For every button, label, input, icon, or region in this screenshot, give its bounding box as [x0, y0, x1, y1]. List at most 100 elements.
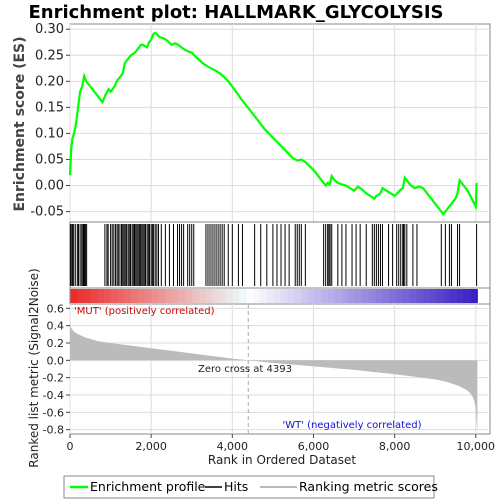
- es-panel-frame: [69, 23, 491, 223]
- negative-annotation: 'WT' (negatively correlated): [282, 420, 421, 431]
- color-band-segment: [348, 289, 356, 303]
- legend: Enrichment profile Hits Ranking metric s…: [63, 475, 438, 499]
- color-band-segment: [232, 289, 241, 303]
- color-band-segment: [314, 289, 322, 303]
- color-band-segment: [423, 289, 431, 303]
- color-band-segment: [287, 289, 295, 303]
- metric-y-tick-label: 0.2: [47, 337, 65, 350]
- color-band-segment: [192, 289, 200, 303]
- color-band-segment: [361, 289, 370, 303]
- color-band-segment: [199, 289, 207, 303]
- color-band-segment: [239, 289, 248, 303]
- es-gridlines: [69, 24, 490, 222]
- color-band-segment: [334, 289, 343, 303]
- x-tick-label: 2,000: [135, 440, 167, 453]
- x-tick-label: 4,000: [217, 440, 249, 453]
- color-band-segment: [273, 289, 282, 303]
- hit-lines: [69, 224, 478, 286]
- color-band-segment: [328, 289, 336, 303]
- legend-hits-label: Hits: [224, 479, 248, 494]
- color-band-segment: [300, 289, 309, 303]
- color-band-segment: [266, 289, 275, 303]
- color-band-segment: [219, 289, 227, 303]
- color-band-segment: [389, 289, 397, 303]
- color-band-segment: [185, 289, 193, 303]
- color-band-segment: [83, 289, 91, 303]
- color-band-segment: [443, 289, 451, 303]
- color-band-segment: [246, 289, 254, 303]
- es-profile-line: [68, 31, 478, 216]
- color-band-segment: [382, 289, 390, 303]
- es-y-ticks: 0.30 0.25 0.20 0.15 0.10 0.05 0.00 -0.05: [30, 22, 70, 220]
- color-band-segment: [171, 289, 180, 303]
- metric-y-tick-label: 0.0: [47, 354, 65, 367]
- metric-y-ticks: 0.6 0.4 0.2 0.0 -0.2 -0.4 -0.6 -0.8: [43, 302, 70, 437]
- color-band-segment: [144, 289, 152, 303]
- color-band-segment: [368, 289, 377, 303]
- metric-y-tick-label: 0.4: [47, 320, 65, 333]
- color-band-segment: [307, 289, 315, 303]
- color-band-segment: [226, 289, 234, 303]
- es-y-tick-label: 0.15: [35, 100, 64, 115]
- rank-color-band: [70, 289, 478, 303]
- color-band-segment: [402, 289, 411, 303]
- es-y-tick-label: 0.25: [35, 48, 64, 63]
- color-band-segment: [463, 289, 472, 303]
- metric-x-ticks: 0 2,000 4,000 6,000 8,000 10,000: [67, 434, 496, 453]
- color-band-segment: [131, 289, 139, 303]
- color-band-segment: [355, 289, 363, 303]
- color-band-segment: [117, 289, 125, 303]
- x-tick-label: 0: [67, 440, 74, 453]
- metric-y-tick-label: -0.2: [43, 372, 64, 385]
- color-band-segment: [158, 289, 166, 303]
- color-band-segment: [321, 289, 329, 303]
- color-band-segment: [260, 289, 268, 303]
- color-band-segment: [280, 289, 288, 303]
- color-band-segment: [429, 289, 438, 303]
- hits-panel: [69, 221, 491, 289]
- color-band-segment: [76, 289, 85, 303]
- color-band-segment: [341, 289, 349, 303]
- color-band-segment: [178, 289, 186, 303]
- color-band-segment: [97, 289, 105, 303]
- es-y-tick-label: 0.20: [35, 74, 64, 89]
- color-band-segment: [450, 289, 458, 303]
- metric-y-tick-label: -0.8: [43, 424, 64, 437]
- chart-title: Enrichment plot: HALLMARK_GLYCOLYSIS: [28, 2, 443, 23]
- color-band-segment: [137, 289, 146, 303]
- color-band-segment: [103, 289, 112, 303]
- color-band-segment: [110, 289, 119, 303]
- color-band-segment: [151, 289, 159, 303]
- es-y-tick-label: 0.00: [35, 179, 64, 194]
- color-band-segment: [212, 289, 220, 303]
- legend-es-label: Enrichment profile: [90, 479, 206, 494]
- color-band-segment: [70, 289, 78, 303]
- color-band-segment: [124, 289, 132, 303]
- color-band-segment: [294, 289, 302, 303]
- color-band-segment: [457, 289, 465, 303]
- x-tick-label: 8,000: [379, 440, 411, 453]
- metric-y-tick-label: 0.6: [47, 302, 65, 315]
- x-axis-label: Rank in Ordered Dataset: [208, 453, 356, 467]
- color-band-segment: [90, 289, 98, 303]
- color-band-segment: [395, 289, 404, 303]
- es-y-tick-label: 0.05: [35, 152, 64, 167]
- x-tick-label: 6,000: [298, 440, 330, 453]
- es-y-tick-label: 0.30: [35, 22, 64, 37]
- metric-gridlines: [69, 304, 490, 434]
- metric-y-tick-label: -0.4: [43, 389, 64, 402]
- color-band-segment: [416, 289, 424, 303]
- x-tick-label: 10,000: [457, 440, 496, 453]
- metric-panel: 0.6 0.4 0.2 0.0 -0.2 -0.4 -0.6 -0.8 0 2,000 4,000…: [27, 268, 495, 467]
- color-band-segment: [409, 289, 417, 303]
- metric-y-axis-label: Ranked list metric (Signal2Noise): [27, 268, 41, 467]
- legend-metric-label: Ranking metric scores: [299, 479, 438, 494]
- es-panel: 0.30 0.25 0.20 0.15 0.10 0.05 0.00 -0.05 Enrich…: [12, 22, 491, 223]
- color-band-segment: [375, 289, 383, 303]
- color-band-segment: [436, 289, 444, 303]
- color-band-segment: [205, 289, 214, 303]
- es-y-tick-label: 0.10: [35, 126, 64, 141]
- es-y-tick-label: -0.05: [30, 205, 64, 220]
- color-band-segment: [165, 289, 173, 303]
